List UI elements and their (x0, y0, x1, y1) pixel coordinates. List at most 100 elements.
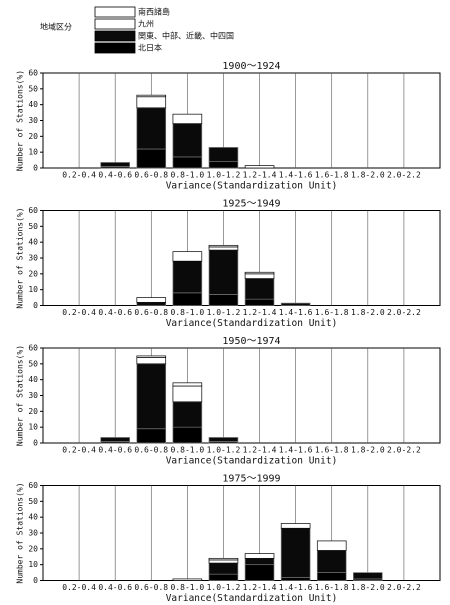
y-tick-label: 10 (28, 560, 38, 569)
bar-segment (208, 573, 239, 581)
bar-segment (136, 94, 167, 98)
bar-segment (100, 162, 130, 167)
x-tick-label: 0.6-0.8 (134, 583, 168, 592)
legend-title: 地域区分 (40, 22, 72, 32)
chart-title: 1975～1999 (222, 474, 280, 485)
x-tick-label: 1.8-2.0 (351, 446, 385, 455)
bar-segment (244, 278, 275, 300)
bar-segment (280, 302, 311, 306)
plot-frame (42, 347, 441, 444)
y-tick-label: 30 (28, 254, 38, 263)
bar-segment (172, 426, 203, 444)
bar-segment (172, 251, 203, 262)
bar-segment (136, 363, 167, 430)
legend-label: 九州 (138, 20, 154, 29)
x-tick-label: 2.0-2.2 (387, 583, 421, 592)
x-tick-label: 1.4-1.6 (279, 171, 313, 180)
bar-segment (244, 271, 275, 275)
bar-segment (208, 161, 239, 169)
bar-segment (208, 246, 239, 251)
y-tick-label: 20 (28, 132, 38, 141)
bar-segment (136, 428, 167, 444)
plot-frame (42, 485, 441, 581)
x-tick-label: 0.2-0.4 (62, 583, 96, 592)
y-tick-label: 60 (28, 69, 38, 78)
bar-segment (244, 557, 275, 566)
x-tick-label: 1.4-1.6 (279, 583, 313, 592)
x-tick-label: 0.2-0.4 (62, 171, 96, 180)
bar-segment (172, 156, 203, 169)
bar-segment (172, 385, 203, 403)
y-tick-label: 10 (28, 285, 38, 294)
x-tick-label: 0.4-0.6 (98, 583, 132, 592)
bar-segment (208, 147, 239, 163)
bar-segment (208, 557, 239, 561)
x-tick-label: 2.0-2.2 (387, 308, 421, 317)
x-tick-label: 0.4-0.6 (98, 446, 132, 455)
y-tick-label: 0 (33, 301, 38, 310)
x-tick-label: 1.6-1.8 (315, 583, 349, 592)
x-tick-label: 1.0-1.2 (207, 446, 241, 455)
legend-swatch (94, 18, 136, 30)
x-tick-label: 1.8-2.0 (351, 171, 385, 180)
y-tick-label: 20 (28, 407, 38, 416)
bar-segment (280, 523, 311, 529)
x-tick-label: 0.8-1.0 (171, 171, 205, 180)
y-tick-label: 10 (28, 148, 38, 157)
bar-segment (172, 401, 203, 428)
legend-swatch (94, 6, 136, 18)
y-tick-label: 20 (28, 269, 38, 278)
x-tick-label: 1.0-1.2 (207, 308, 241, 317)
x-tick-label: 0.2-0.4 (62, 308, 96, 317)
bar-segment (136, 107, 167, 150)
bar-segment (208, 437, 239, 442)
bar-segment (353, 572, 383, 580)
x-tick-label: 0.6-0.8 (134, 446, 168, 455)
y-tick-label: 60 (28, 206, 38, 215)
plot-frame (42, 72, 441, 169)
y-tick-label: 0 (33, 576, 38, 585)
bar-segment (280, 576, 311, 581)
bar-segment (172, 260, 203, 294)
x-tick-label: 0.8-1.0 (171, 583, 205, 592)
x-tick-label: 0.4-0.6 (98, 308, 132, 317)
y-tick-label: 50 (28, 222, 38, 231)
bar-segment (208, 294, 239, 306)
bar-segment (316, 550, 347, 573)
x-tick-label: 1.8-2.0 (351, 583, 385, 592)
bar-segment (136, 297, 167, 303)
bar-segment (172, 123, 203, 158)
y-tick-label: 60 (28, 344, 38, 353)
x-tick-label: 2.0-2.2 (387, 171, 421, 180)
x-tick-label: 0.8-1.0 (171, 446, 205, 455)
chart-title: 1900～1924 (222, 61, 280, 72)
bar-segment (172, 578, 203, 581)
x-tick-label: 1.4-1.6 (279, 308, 313, 317)
chart-title: 1950～1974 (222, 336, 280, 347)
x-tick-label: 1.6-1.8 (315, 171, 349, 180)
x-tick-label: 1.4-1.6 (279, 446, 313, 455)
legend-label: 南西諸島 (138, 7, 170, 17)
chart-title: 1925～1949 (222, 199, 280, 210)
bar-segment (172, 382, 203, 387)
x-tick-label: 0.4-0.6 (98, 171, 132, 180)
y-tick-label: 40 (28, 100, 38, 109)
bar-segment (136, 148, 167, 169)
bar-segment (208, 244, 239, 248)
y-tick-label: 50 (28, 497, 38, 506)
x-tick-label: 2.0-2.2 (387, 446, 421, 455)
y-tick-label: 50 (28, 359, 38, 368)
x-tick-label: 1.8-2.0 (351, 308, 385, 317)
x-tick-label: 1.0-1.2 (207, 171, 241, 180)
x-tick-label: 0.8-1.0 (171, 308, 205, 317)
y-tick-label: 40 (28, 375, 38, 384)
x-tick-label: 0.2-0.4 (62, 446, 96, 455)
legend-swatch (94, 30, 136, 42)
x-tick-label: 1.6-1.8 (315, 308, 349, 317)
x-tick-label: 1.0-1.2 (207, 583, 241, 592)
bar-segment (208, 559, 239, 564)
bar-segment (100, 437, 130, 442)
bar-segment (280, 527, 311, 578)
y-axis-label: Number of Stations(%) (16, 482, 25, 583)
x-axis-label: Variance(Standardization Unit) (166, 181, 338, 192)
